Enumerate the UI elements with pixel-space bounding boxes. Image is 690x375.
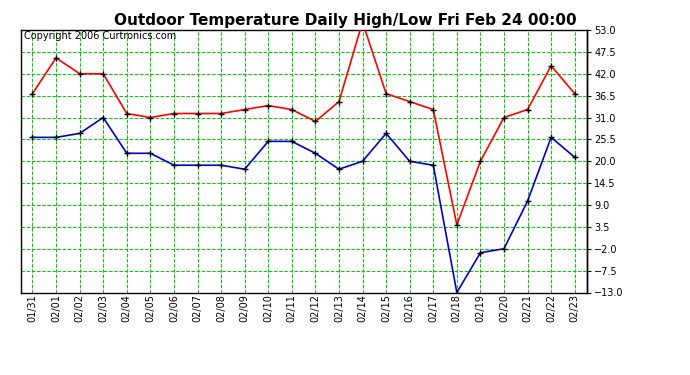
Text: Copyright 2006 Curtronics.com: Copyright 2006 Curtronics.com: [23, 32, 176, 41]
Text: Outdoor Temperature Daily High/Low Fri Feb 24 00:00: Outdoor Temperature Daily High/Low Fri F…: [114, 13, 576, 28]
